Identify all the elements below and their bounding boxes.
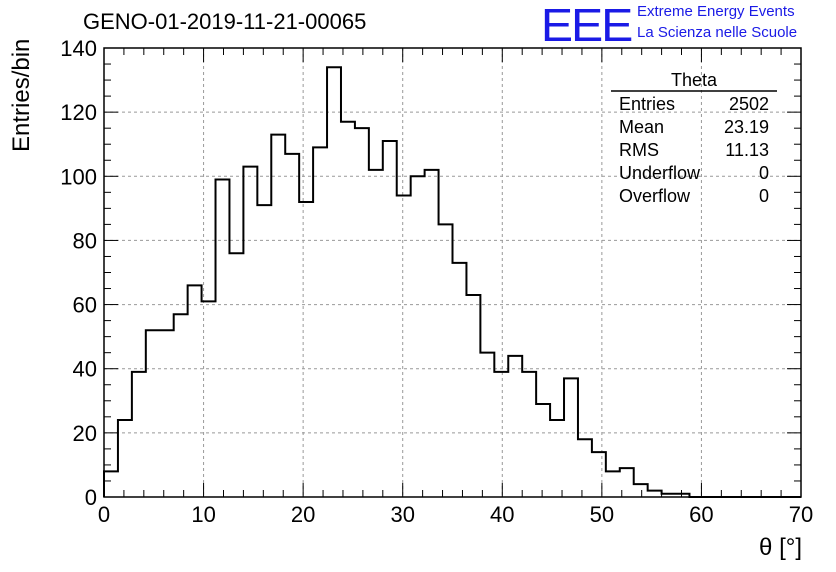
y-tick-label: 140 [60, 36, 97, 61]
x-axis-label: θ [°] [759, 534, 802, 561]
logo-text-line1: Extreme Energy Events [637, 3, 795, 20]
histogram-bin [174, 314, 188, 497]
x-tick-label: 10 [191, 502, 215, 527]
histogram-bin [466, 295, 480, 497]
stats-row-value: 23.19 [724, 117, 769, 137]
histogram-bin [271, 135, 285, 497]
stats-row-value: 11.13 [725, 140, 769, 160]
histogram-bin [229, 253, 243, 497]
x-tick-label: 30 [390, 502, 414, 527]
x-tick-label: 0 [98, 502, 110, 527]
histogram-bin [146, 330, 160, 497]
histogram-bin [494, 372, 508, 497]
x-tick-label: 70 [789, 502, 813, 527]
histogram-bin [383, 141, 397, 497]
histogram-bin [160, 330, 174, 497]
histogram-bin [508, 356, 522, 497]
y-tick-label: 120 [60, 100, 97, 125]
plot-frame [103, 47, 802, 498]
histogram-bin [592, 452, 606, 497]
histogram-bin [522, 372, 536, 497]
histogram-bin [425, 170, 439, 497]
stats-row-label: Mean [619, 117, 664, 137]
stats-row-value: 0 [759, 186, 769, 206]
histogram-bin [578, 439, 592, 497]
stats-row-value: 0 [759, 163, 769, 183]
histogram-bin [536, 404, 550, 497]
histogram-bin [606, 471, 620, 497]
histogram-bin [439, 224, 453, 497]
stats-box-title: Theta [671, 70, 718, 90]
histogram-bin [132, 372, 146, 497]
stats-row-value: 2502 [729, 94, 769, 114]
y-tick-label: 40 [73, 357, 97, 382]
histogram-bin [257, 205, 271, 497]
histogram-bin [634, 484, 648, 497]
y-tick-label: 60 [73, 293, 97, 318]
histogram-bin [118, 420, 132, 497]
histogram-bin [341, 122, 355, 497]
histogram-bin [285, 154, 299, 497]
histogram-bin [480, 353, 494, 497]
x-tick-label: 40 [490, 502, 514, 527]
histogram-bin [550, 420, 564, 497]
histogram-bin [104, 471, 118, 497]
y-tick-label: 100 [60, 164, 97, 189]
stats-row-label: Entries [619, 94, 675, 114]
histogram-bin [453, 263, 467, 497]
y-tick-label: 20 [73, 421, 97, 446]
logo-text-line2: La Scienza nelle Scuole [637, 24, 798, 41]
histogram-bin [564, 378, 578, 497]
y-tick-label: 80 [73, 228, 97, 253]
histogram-bin [355, 128, 369, 497]
histogram-series [103, 66, 801, 498]
histogram-bin [411, 176, 425, 497]
stats-row-label: Overflow [619, 186, 691, 206]
histogram-bin [243, 167, 257, 497]
chart-title: GENO-01-2019-11-21-00065 [83, 9, 367, 34]
histogram-bin [216, 179, 230, 497]
x-tick-label: 20 [291, 502, 315, 527]
histogram-bin [369, 170, 383, 497]
histogram-bin [299, 202, 313, 497]
eee-logo: EEE [540, 0, 633, 51]
histogram-bin [313, 147, 327, 497]
x-tick-label: 50 [590, 502, 614, 527]
x-tick-label: 60 [689, 502, 713, 527]
stats-row-label: Underflow [619, 163, 701, 183]
y-tick-label: 0 [85, 485, 97, 510]
histogram-bin [188, 285, 202, 497]
stats-row-label: RMS [619, 140, 659, 160]
